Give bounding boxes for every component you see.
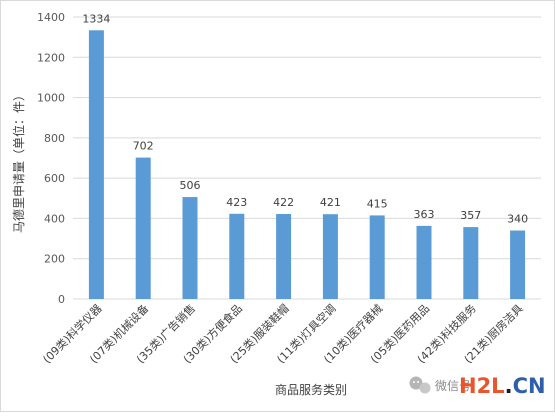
x-axis-title: 商品服务类别 bbox=[275, 382, 347, 397]
data-label-8: 357 bbox=[460, 209, 481, 222]
bar-8 bbox=[463, 227, 479, 299]
grid-layer bbox=[73, 16, 541, 300]
data-label-9: 340 bbox=[507, 213, 528, 226]
bar-0 bbox=[88, 30, 104, 300]
bar-6 bbox=[369, 215, 385, 299]
bar-2 bbox=[182, 197, 198, 299]
brand-dot: . bbox=[505, 374, 513, 398]
y-tick-layer: 0 200 400 600 800 1000 1200 1400 bbox=[37, 11, 65, 306]
y-tick-label-1: 200 bbox=[44, 253, 65, 266]
bar-5 bbox=[322, 214, 338, 299]
data-label-2: 506 bbox=[180, 179, 201, 192]
y-tick-label-4: 800 bbox=[44, 132, 65, 145]
bar-9 bbox=[510, 230, 526, 299]
data-label-4: 422 bbox=[273, 196, 294, 209]
y-axis-title: 马德里申请量（单位：件） bbox=[11, 89, 26, 233]
data-label-0: 1334 bbox=[82, 12, 110, 25]
y-tick-label-5: 1000 bbox=[37, 92, 65, 105]
y-tick-label-2: 400 bbox=[44, 212, 65, 225]
bar-3 bbox=[229, 213, 245, 299]
data-label-6: 415 bbox=[367, 197, 388, 210]
brand-logo: H2L.CN bbox=[459, 374, 546, 398]
brand-h2l: H2L bbox=[459, 374, 505, 398]
bars-layer bbox=[88, 30, 526, 300]
wechat-logo-icon bbox=[409, 376, 431, 394]
watermark-wechat-text: 微信号 bbox=[435, 379, 471, 393]
data-label-3: 423 bbox=[226, 196, 247, 209]
y-tick-label-6: 1200 bbox=[37, 51, 65, 64]
data-label-7: 363 bbox=[414, 208, 435, 221]
y-tick-label-3: 600 bbox=[44, 172, 65, 185]
bar-1 bbox=[135, 157, 151, 299]
bar-4 bbox=[276, 213, 292, 299]
y-tick-label-0: 0 bbox=[58, 293, 65, 306]
x-tick-layer: (09类)科学仪器(07类)机械设备(35类)广告销售(30类)方便食品(25类… bbox=[40, 301, 526, 366]
data-label-5: 421 bbox=[320, 196, 341, 209]
y-tick-label-7: 1400 bbox=[37, 11, 65, 24]
data-label-1: 702 bbox=[133, 140, 154, 153]
watermark: 微信号 H2L.CN bbox=[409, 374, 546, 398]
data-label-layer: 1334 702 506 423 422 421 415 363 357 340 bbox=[82, 12, 528, 225]
brand-cn: CN bbox=[513, 374, 546, 398]
bar-7 bbox=[416, 225, 432, 299]
